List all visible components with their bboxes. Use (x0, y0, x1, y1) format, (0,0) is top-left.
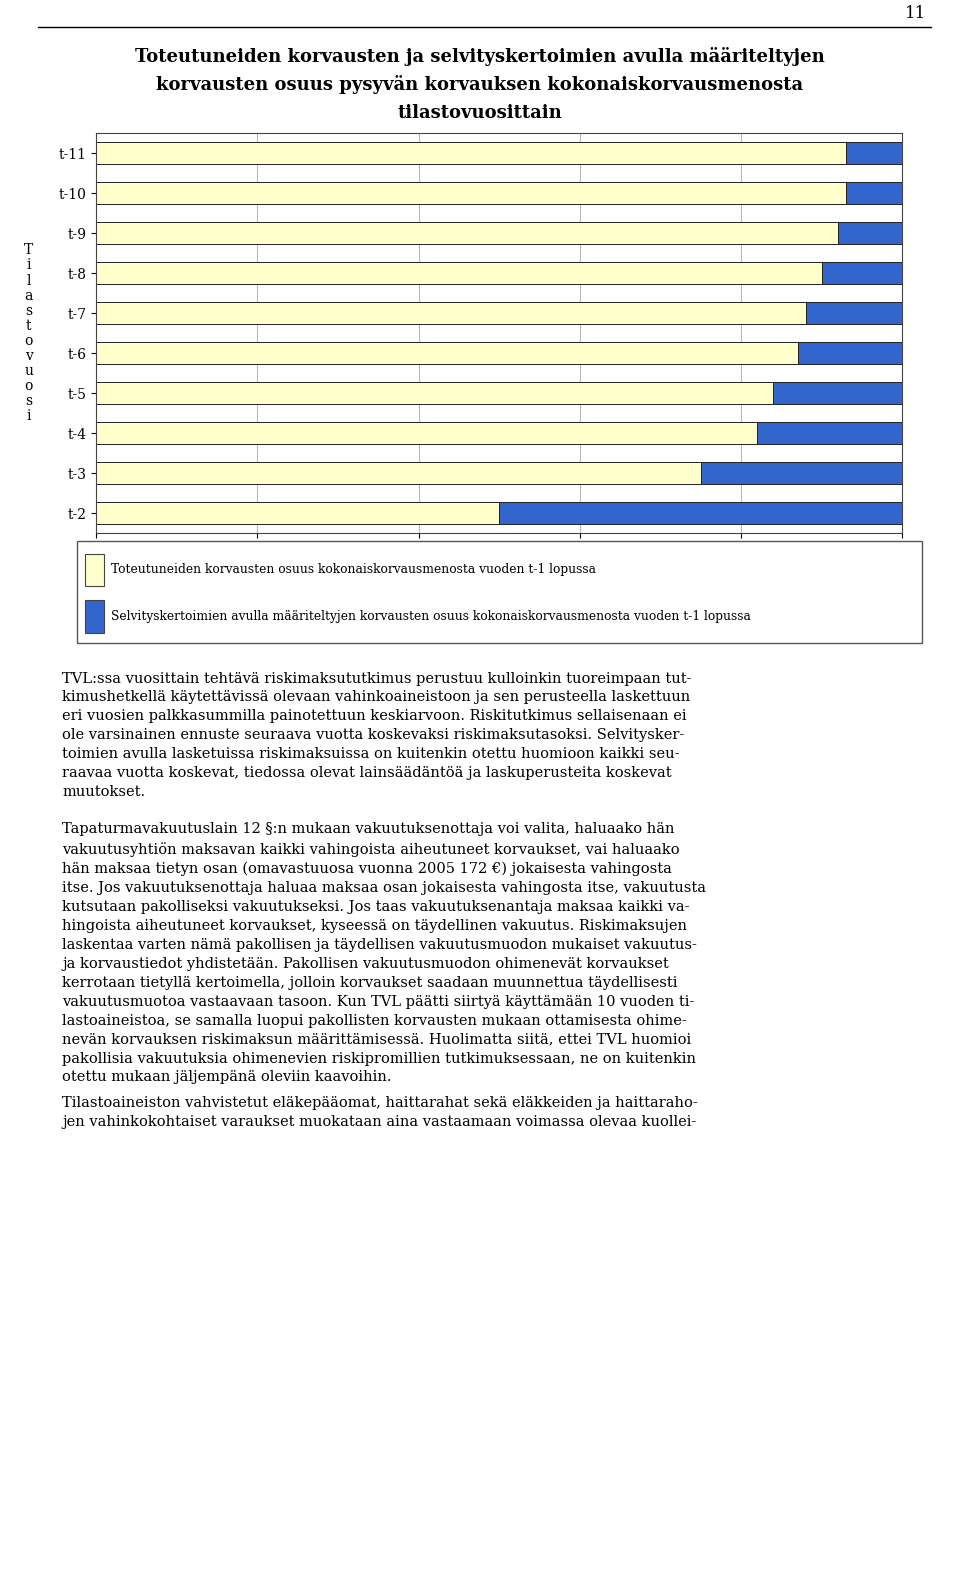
Text: Tilastoaineiston vahvistetut eläkepääomat, haittarahat sekä eläkkeiden ja haitta: Tilastoaineiston vahvistetut eläkepääoma… (62, 1095, 698, 1128)
Bar (96, 143, 846, 165)
Bar (798, 342, 902, 364)
Bar (96, 383, 774, 405)
FancyBboxPatch shape (77, 541, 922, 643)
Bar (96, 342, 798, 364)
Bar (85, 601, 104, 634)
Text: Toteutuneiden korvausten ja selvityskertoimien avulla määriteltyjen: Toteutuneiden korvausten ja selvityskert… (135, 47, 825, 66)
Bar (499, 502, 902, 524)
Bar (96, 422, 757, 444)
Bar (701, 463, 902, 485)
Bar (846, 182, 902, 204)
Bar (96, 182, 846, 204)
X-axis label: Kokonaiskorvausmeno: Kokonaiskorvausmeno (402, 565, 596, 579)
Text: Selvityskertoimien avulla määriteltyjen korvausten osuus kokonaiskorvausmenosta : Selvityskertoimien avulla määriteltyjen … (110, 610, 751, 623)
Bar (96, 303, 805, 325)
Bar (757, 422, 902, 444)
Text: 11: 11 (905, 5, 926, 22)
Bar (774, 383, 902, 405)
Bar (96, 223, 838, 245)
Bar (96, 463, 701, 485)
Bar (838, 223, 902, 245)
Bar (85, 554, 104, 587)
Bar (822, 262, 902, 284)
Text: T
i
l
a
s
t
o
v
u
o
s
i: T i l a s t o v u o s i (24, 243, 34, 424)
Text: Toteutuneiden korvausten osuus kokonaiskorvausmenosta vuoden t-1 lopussa: Toteutuneiden korvausten osuus kokonaisk… (110, 563, 595, 576)
Text: korvausten osuus pysyvän korvauksen kokonaiskorvausmenosta: korvausten osuus pysyvän korvauksen koko… (156, 75, 804, 94)
Text: TVL:ssa vuosittain tehtävä riskimaksututkimus perustuu kulloinkin tuoreimpaan tu: TVL:ssa vuosittain tehtävä riskimaksutut… (62, 672, 692, 799)
Bar (805, 303, 902, 325)
Text: Tapaturmavakuutuslain 12 §:n mukaan vakuutuksenottaja voi valita, haluaako hän
v: Tapaturmavakuutuslain 12 §:n mukaan vaku… (62, 822, 707, 1084)
Text: tilastovuosittain: tilastovuosittain (397, 104, 563, 121)
Bar (96, 502, 499, 524)
Bar (846, 143, 902, 165)
Bar (96, 262, 822, 284)
